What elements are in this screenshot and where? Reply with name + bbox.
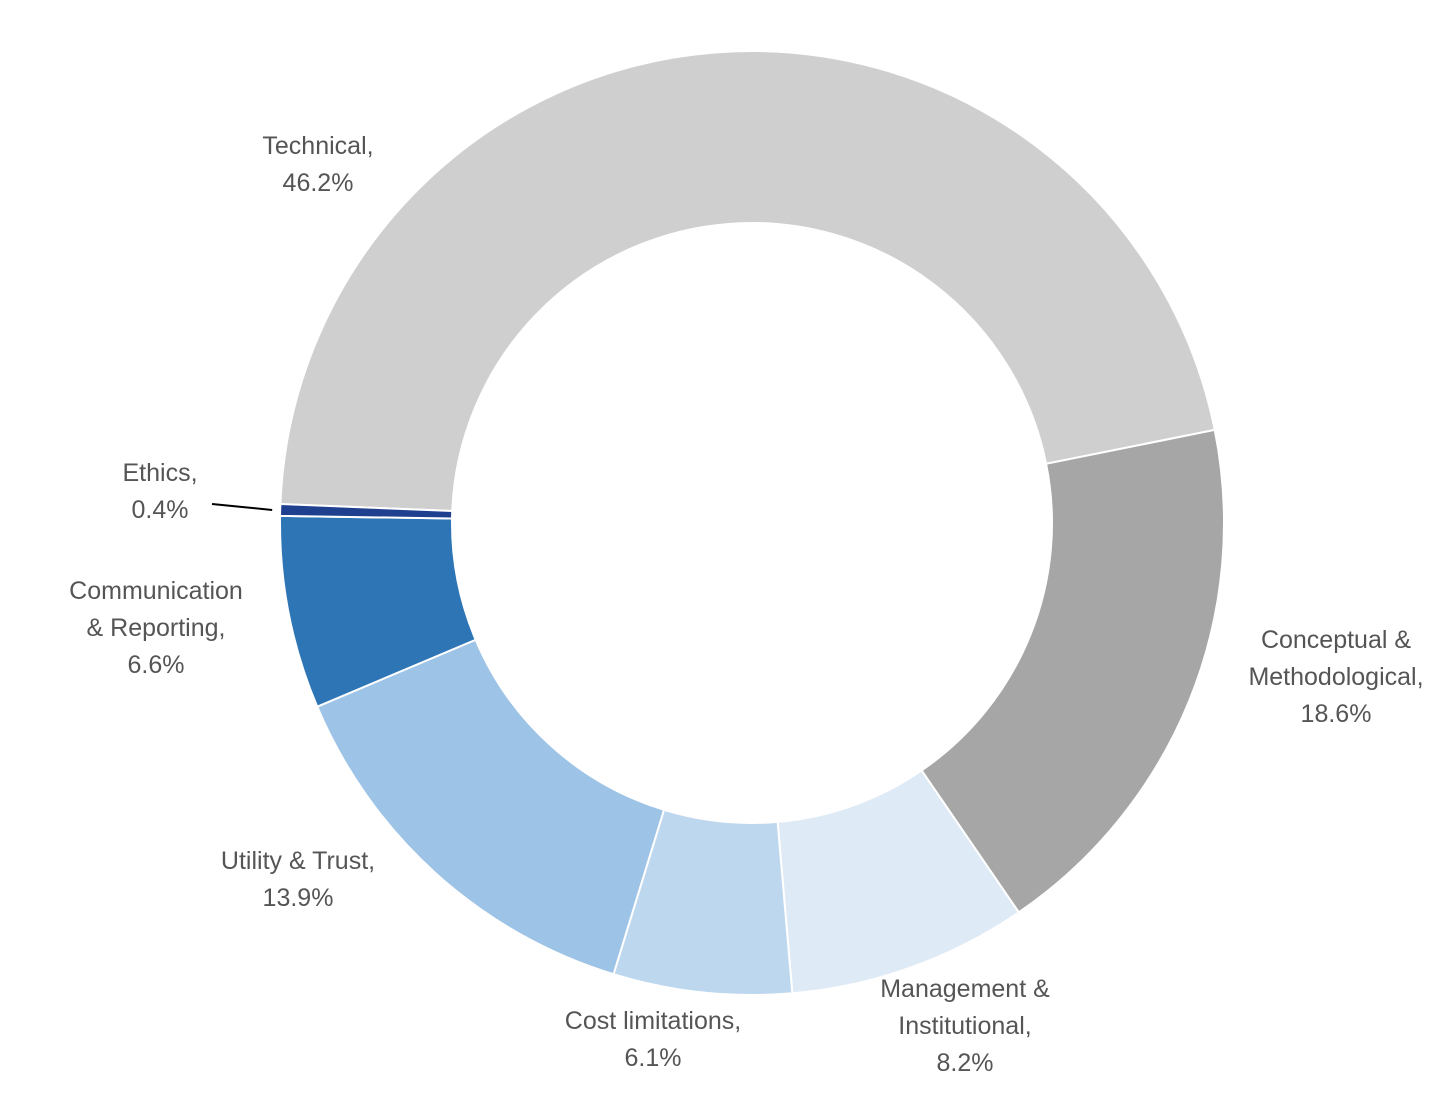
data-label-line: Conceptual & xyxy=(1261,626,1411,654)
data-label-line: Communication xyxy=(69,577,243,605)
data-label-line: 8.2% xyxy=(937,1049,994,1077)
slice-utility-and-trust xyxy=(315,638,666,976)
data-label-line: & Reporting, xyxy=(87,614,226,642)
data-label-communication-and-reporting: Communication & Reporting, 6.6% xyxy=(69,577,243,679)
leader-line-ethics xyxy=(211,503,273,511)
leader-lines xyxy=(211,503,273,511)
data-label-line: 0.4% xyxy=(132,496,189,524)
data-label-technical: Technical, 46.2% xyxy=(262,132,373,197)
data-label-line: Ethics, xyxy=(122,459,197,487)
data-labels: Technical, 46.2% Conceptual & Methodologica… xyxy=(69,132,1423,1077)
slice-ethics xyxy=(279,503,454,520)
data-label-line: Methodological, xyxy=(1248,663,1423,691)
data-label-line: 46.2% xyxy=(283,169,354,197)
data-label-cost-limitations: Cost limitations, 6.1% xyxy=(565,1007,741,1072)
data-label-ethics: Ethics, 0.4% xyxy=(122,459,197,524)
data-label-line: Utility & Trust, xyxy=(221,847,375,875)
data-label-utility-and-trust: Utility & Trust, 13.9% xyxy=(221,847,375,912)
slice-conceptual-and-methodological xyxy=(920,428,1225,914)
data-label-line: 13.9% xyxy=(263,884,334,912)
data-label-line: Technical, xyxy=(262,132,373,160)
data-label-line: 6.6% xyxy=(128,651,185,679)
data-label-line: 18.6% xyxy=(1301,700,1372,728)
donut-slices xyxy=(279,50,1225,996)
data-label-management-and-institutional: Management & Institutional, 8.2% xyxy=(880,975,1050,1077)
data-label-line: Cost limitations, xyxy=(565,1007,741,1035)
data-label-line: Management & xyxy=(880,975,1050,1003)
data-label-line: Institutional, xyxy=(898,1012,1031,1040)
data-label-line: 6.1% xyxy=(625,1044,682,1072)
slice-technical xyxy=(279,50,1216,512)
data-label-conceptual-and-methodological: Conceptual & Methodological, 18.6% xyxy=(1248,626,1423,728)
